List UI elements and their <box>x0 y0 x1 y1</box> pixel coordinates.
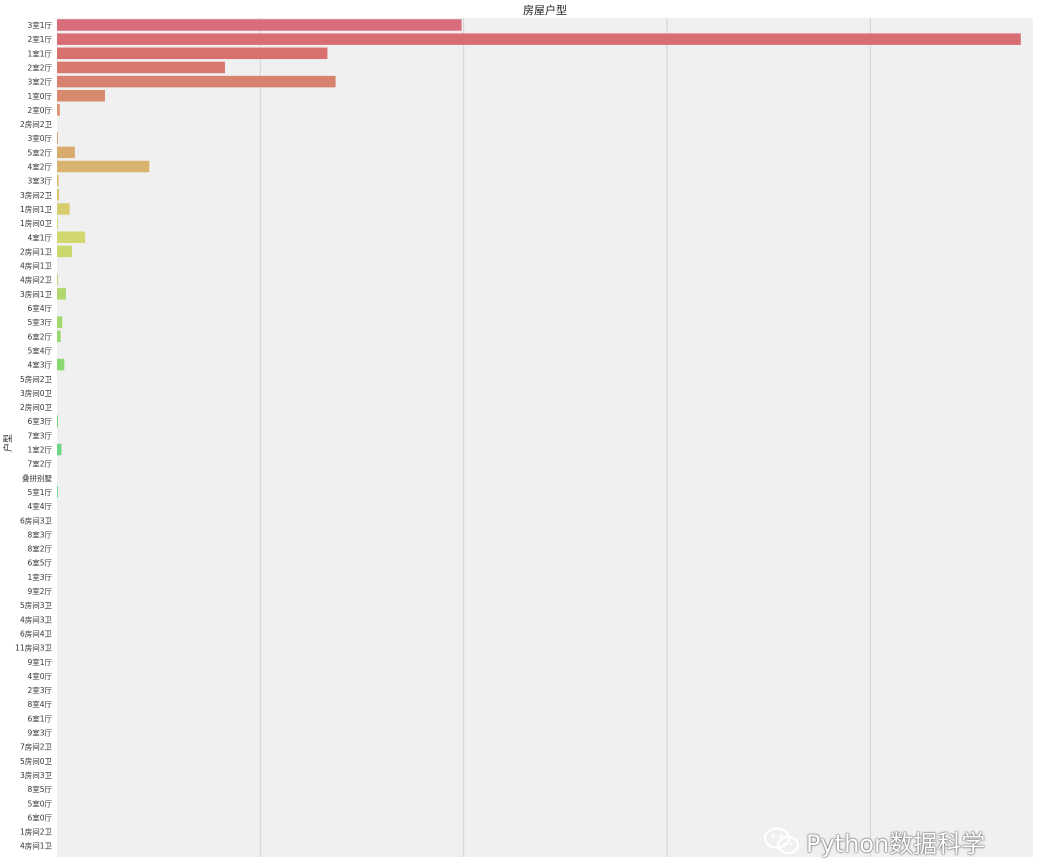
bar <box>57 174 59 187</box>
y-tick-label: 4房间1卫 <box>20 261 53 271</box>
y-tick-label: 5房间3卫 <box>20 600 53 610</box>
y-tick-label: 6室1厅 <box>27 713 52 723</box>
bar <box>57 61 225 74</box>
y-tick-label: 2室1厅 <box>27 34 52 44</box>
bar <box>57 75 336 88</box>
bar <box>57 358 65 371</box>
y-tick-label: 4室1厅 <box>27 232 52 242</box>
y-tick-label: 1室3厅 <box>27 572 52 582</box>
y-tick-label: 5房间0卫 <box>20 756 53 766</box>
bar <box>57 245 73 258</box>
bar <box>57 273 58 286</box>
y-tick-label: 6室4厅 <box>27 303 52 313</box>
y-tick-label: 5室4厅 <box>27 345 52 355</box>
y-tick-label: 4室2厅 <box>27 162 52 172</box>
y-tick-label: 3室0厅 <box>27 133 52 143</box>
y-tick-label: 3室2厅 <box>27 77 52 87</box>
bar <box>57 132 58 144</box>
y-tick-labels: 3室1厅 2室1厅 1室1厅 2室2厅 3室2厅 1室0厅 2室0厅 2房间2卫 3室0厅 5室2… <box>15 20 52 851</box>
y-tick-label: 7房间2卫 <box>20 742 53 752</box>
y-tick-label: 叠拼别墅 <box>22 473 52 483</box>
bar <box>57 330 61 343</box>
bar <box>57 90 105 102</box>
y-tick-label: 2房间0卫 <box>20 402 53 412</box>
y-tick-label: 4室3厅 <box>27 360 52 370</box>
y-tick-label: 6室3厅 <box>27 416 52 426</box>
y-tick-label: 4室4厅 <box>27 501 52 511</box>
y-tick-label: 11房间3卫 <box>15 643 52 653</box>
y-tick-label: 1房间1卫 <box>20 204 53 214</box>
y-tick-label: 2室2厅 <box>27 62 52 72</box>
y-tick-label: 6室0厅 <box>27 812 52 822</box>
y-tick-label: 1房间2卫 <box>20 827 53 837</box>
y-tick-label: 8室3厅 <box>27 529 52 539</box>
bar <box>57 217 58 229</box>
bar <box>57 288 66 300</box>
bar <box>57 33 1021 45</box>
y-tick-label: 2房间2卫 <box>20 119 53 129</box>
bar <box>57 231 86 243</box>
y-tick-label: 4房间2卫 <box>20 275 53 285</box>
y-tick-label: 3房间2卫 <box>20 190 53 200</box>
y-tick-label: 1室0厅 <box>27 91 52 101</box>
plot-background <box>57 18 1033 857</box>
y-tick-label: 3房间3卫 <box>20 770 53 780</box>
bars <box>57 19 1021 498</box>
chart-title: 房屋户型 <box>523 3 567 17</box>
y-tick-label: 8室5厅 <box>27 784 52 794</box>
y-tick-label: 6房间3卫 <box>20 515 53 525</box>
y-tick-label: 4房间1卫 <box>20 841 53 851</box>
grid-lines <box>259 18 871 857</box>
y-tick-label: 9室2厅 <box>27 586 52 596</box>
bar <box>57 146 75 159</box>
y-tick-label: 8室4厅 <box>27 699 52 709</box>
y-tick-label: 9室1厅 <box>27 657 52 667</box>
y-tick-label: 5室3厅 <box>27 317 52 327</box>
y-tick-label: 2室0厅 <box>27 105 52 115</box>
y-tick-label: 9室3厅 <box>27 728 52 738</box>
y-tick-label: 5房间2卫 <box>20 374 53 384</box>
bar <box>57 443 62 456</box>
y-tick-label: 2室3厅 <box>27 685 52 695</box>
bar <box>57 104 60 116</box>
bar <box>57 486 58 498</box>
y-tick-label: 5室0厅 <box>27 798 52 808</box>
bar <box>57 47 328 60</box>
y-tick-label: 3房间0卫 <box>20 388 53 398</box>
bar <box>57 203 70 215</box>
y-tick-label: 7室3厅 <box>27 430 52 440</box>
bar <box>57 19 462 31</box>
y-tick-label: 6房间4卫 <box>20 628 53 638</box>
y-tick-label: 4房间3卫 <box>20 614 53 624</box>
y-tick-label: 6室2厅 <box>27 331 52 341</box>
wechat-icon <box>763 827 800 855</box>
y-tick-label: 3室1厅 <box>27 20 52 30</box>
y-tick-label: 7室2厅 <box>27 459 52 469</box>
watermark-text: Python数据科学 <box>806 829 986 858</box>
y-tick-label: 5室1厅 <box>27 487 52 497</box>
y-tick-label: 6室5厅 <box>27 558 52 568</box>
y-axis-label: 户型 <box>2 434 14 452</box>
y-tick-label: 5室2厅 <box>27 147 52 157</box>
y-tick-label: 2房间1卫 <box>20 246 53 256</box>
y-tick-label: 3室3厅 <box>27 176 52 186</box>
y-tick-label: 1房间0卫 <box>20 218 53 228</box>
y-tick-label: 4室0厅 <box>27 671 52 681</box>
watermark: Python数据科学 <box>762 826 986 858</box>
y-tick-label: 8室2厅 <box>27 544 52 554</box>
bar <box>57 415 58 427</box>
bar <box>57 189 60 201</box>
bar <box>57 316 63 328</box>
y-tick-label: 1室1厅 <box>27 48 52 58</box>
bar <box>57 160 150 173</box>
y-tick-label: 1室2厅 <box>27 445 52 455</box>
y-tick-label: 3房间1卫 <box>20 289 53 299</box>
